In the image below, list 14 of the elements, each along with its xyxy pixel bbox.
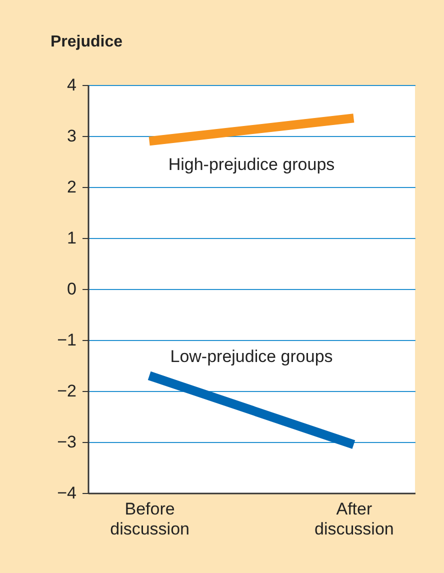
y-tick-label: −3 (57, 432, 76, 452)
y-tick-label: 2 (67, 178, 76, 196)
y-tick-label: 3 (67, 126, 76, 146)
x-tick-label: Before discussion (110, 500, 190, 538)
series-label: High-prejudice groups (168, 155, 335, 174)
y-tick-label: 1 (67, 228, 76, 248)
y-tick-label: 0 (67, 280, 76, 298)
y-tick-label: −1 (57, 330, 76, 350)
y-tick-label: −2 (57, 382, 76, 400)
x-tick-label: After discussion (314, 500, 394, 538)
y-axis-title: Prejudice (50, 34, 123, 50)
series-label: Low-prejudice groups (170, 347, 333, 366)
y-tick-label: −4 (57, 484, 76, 502)
y-tick-label: 4 (67, 76, 76, 94)
